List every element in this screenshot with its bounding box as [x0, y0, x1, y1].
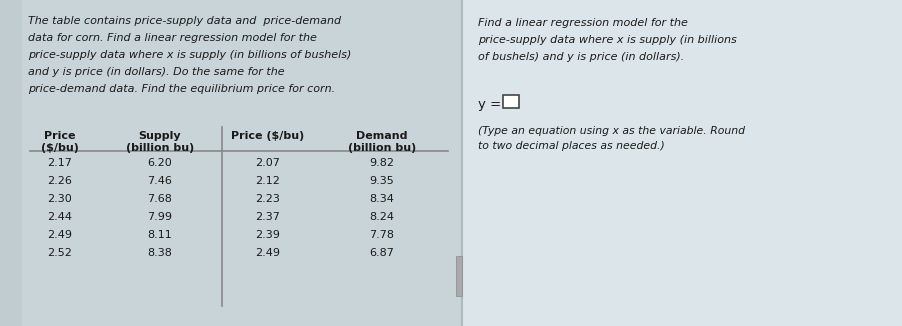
Text: of bushels) and y is price (in dollars).: of bushels) and y is price (in dollars).: [478, 52, 685, 62]
Text: 6.87: 6.87: [370, 248, 394, 258]
Bar: [462, 0, 902, 326]
Text: and y is price (in dollars). Do the same for the: and y is price (in dollars). Do the same…: [28, 67, 285, 77]
Bar: [503, 95, 519, 108]
Text: 7.46: 7.46: [148, 176, 172, 186]
Text: 2.26: 2.26: [48, 176, 72, 186]
Text: 2.44: 2.44: [48, 212, 72, 222]
Text: 2.49: 2.49: [255, 248, 281, 258]
Bar: [0, 0, 22, 326]
Text: 2.07: 2.07: [255, 158, 281, 168]
Text: price-supply data where x is supply (in billions: price-supply data where x is supply (in …: [478, 35, 737, 45]
Text: 8.11: 8.11: [148, 230, 172, 240]
Text: 8.34: 8.34: [370, 194, 394, 204]
Text: 2.52: 2.52: [48, 248, 72, 258]
Text: 6.20: 6.20: [148, 158, 172, 168]
Text: Price ($/bu): Price ($/bu): [232, 131, 305, 141]
Text: 2.23: 2.23: [255, 194, 281, 204]
Text: Supply: Supply: [139, 131, 181, 141]
Text: Demand: Demand: [356, 131, 408, 141]
Text: ($/bu): ($/bu): [41, 143, 79, 153]
Text: y =: y =: [478, 98, 502, 111]
Text: 9.35: 9.35: [370, 176, 394, 186]
Text: 7.78: 7.78: [370, 230, 394, 240]
Text: (Type an equation using x as the variable. Round: (Type an equation using x as the variabl…: [478, 126, 745, 136]
Text: Price: Price: [44, 131, 76, 141]
Text: 2.12: 2.12: [255, 176, 281, 186]
Text: 2.17: 2.17: [48, 158, 72, 168]
Text: (billion bu): (billion bu): [126, 143, 194, 153]
Text: to two decimal places as needed.): to two decimal places as needed.): [478, 141, 665, 151]
Text: 7.68: 7.68: [148, 194, 172, 204]
Text: 9.82: 9.82: [370, 158, 394, 168]
Text: The table contains price-supply data and  price-demand: The table contains price-supply data and…: [28, 16, 341, 26]
Text: (billion bu): (billion bu): [348, 143, 416, 153]
Text: 2.37: 2.37: [255, 212, 281, 222]
Text: data for corn. Find a linear regression model for the: data for corn. Find a linear regression …: [28, 33, 317, 43]
Text: price-demand data. Find the equilibrium price for corn.: price-demand data. Find the equilibrium …: [28, 84, 336, 94]
Text: 2.49: 2.49: [48, 230, 72, 240]
Bar: [0, 0, 462, 326]
Text: Find a linear regression model for the: Find a linear regression model for the: [478, 18, 688, 28]
Bar: [456, 256, 462, 296]
Text: 2.39: 2.39: [255, 230, 281, 240]
Text: 7.99: 7.99: [148, 212, 172, 222]
Text: 8.38: 8.38: [148, 248, 172, 258]
Text: 8.24: 8.24: [370, 212, 394, 222]
Text: price-supply data where x is supply (in billions of bushels): price-supply data where x is supply (in …: [28, 50, 352, 60]
Text: 2.30: 2.30: [48, 194, 72, 204]
